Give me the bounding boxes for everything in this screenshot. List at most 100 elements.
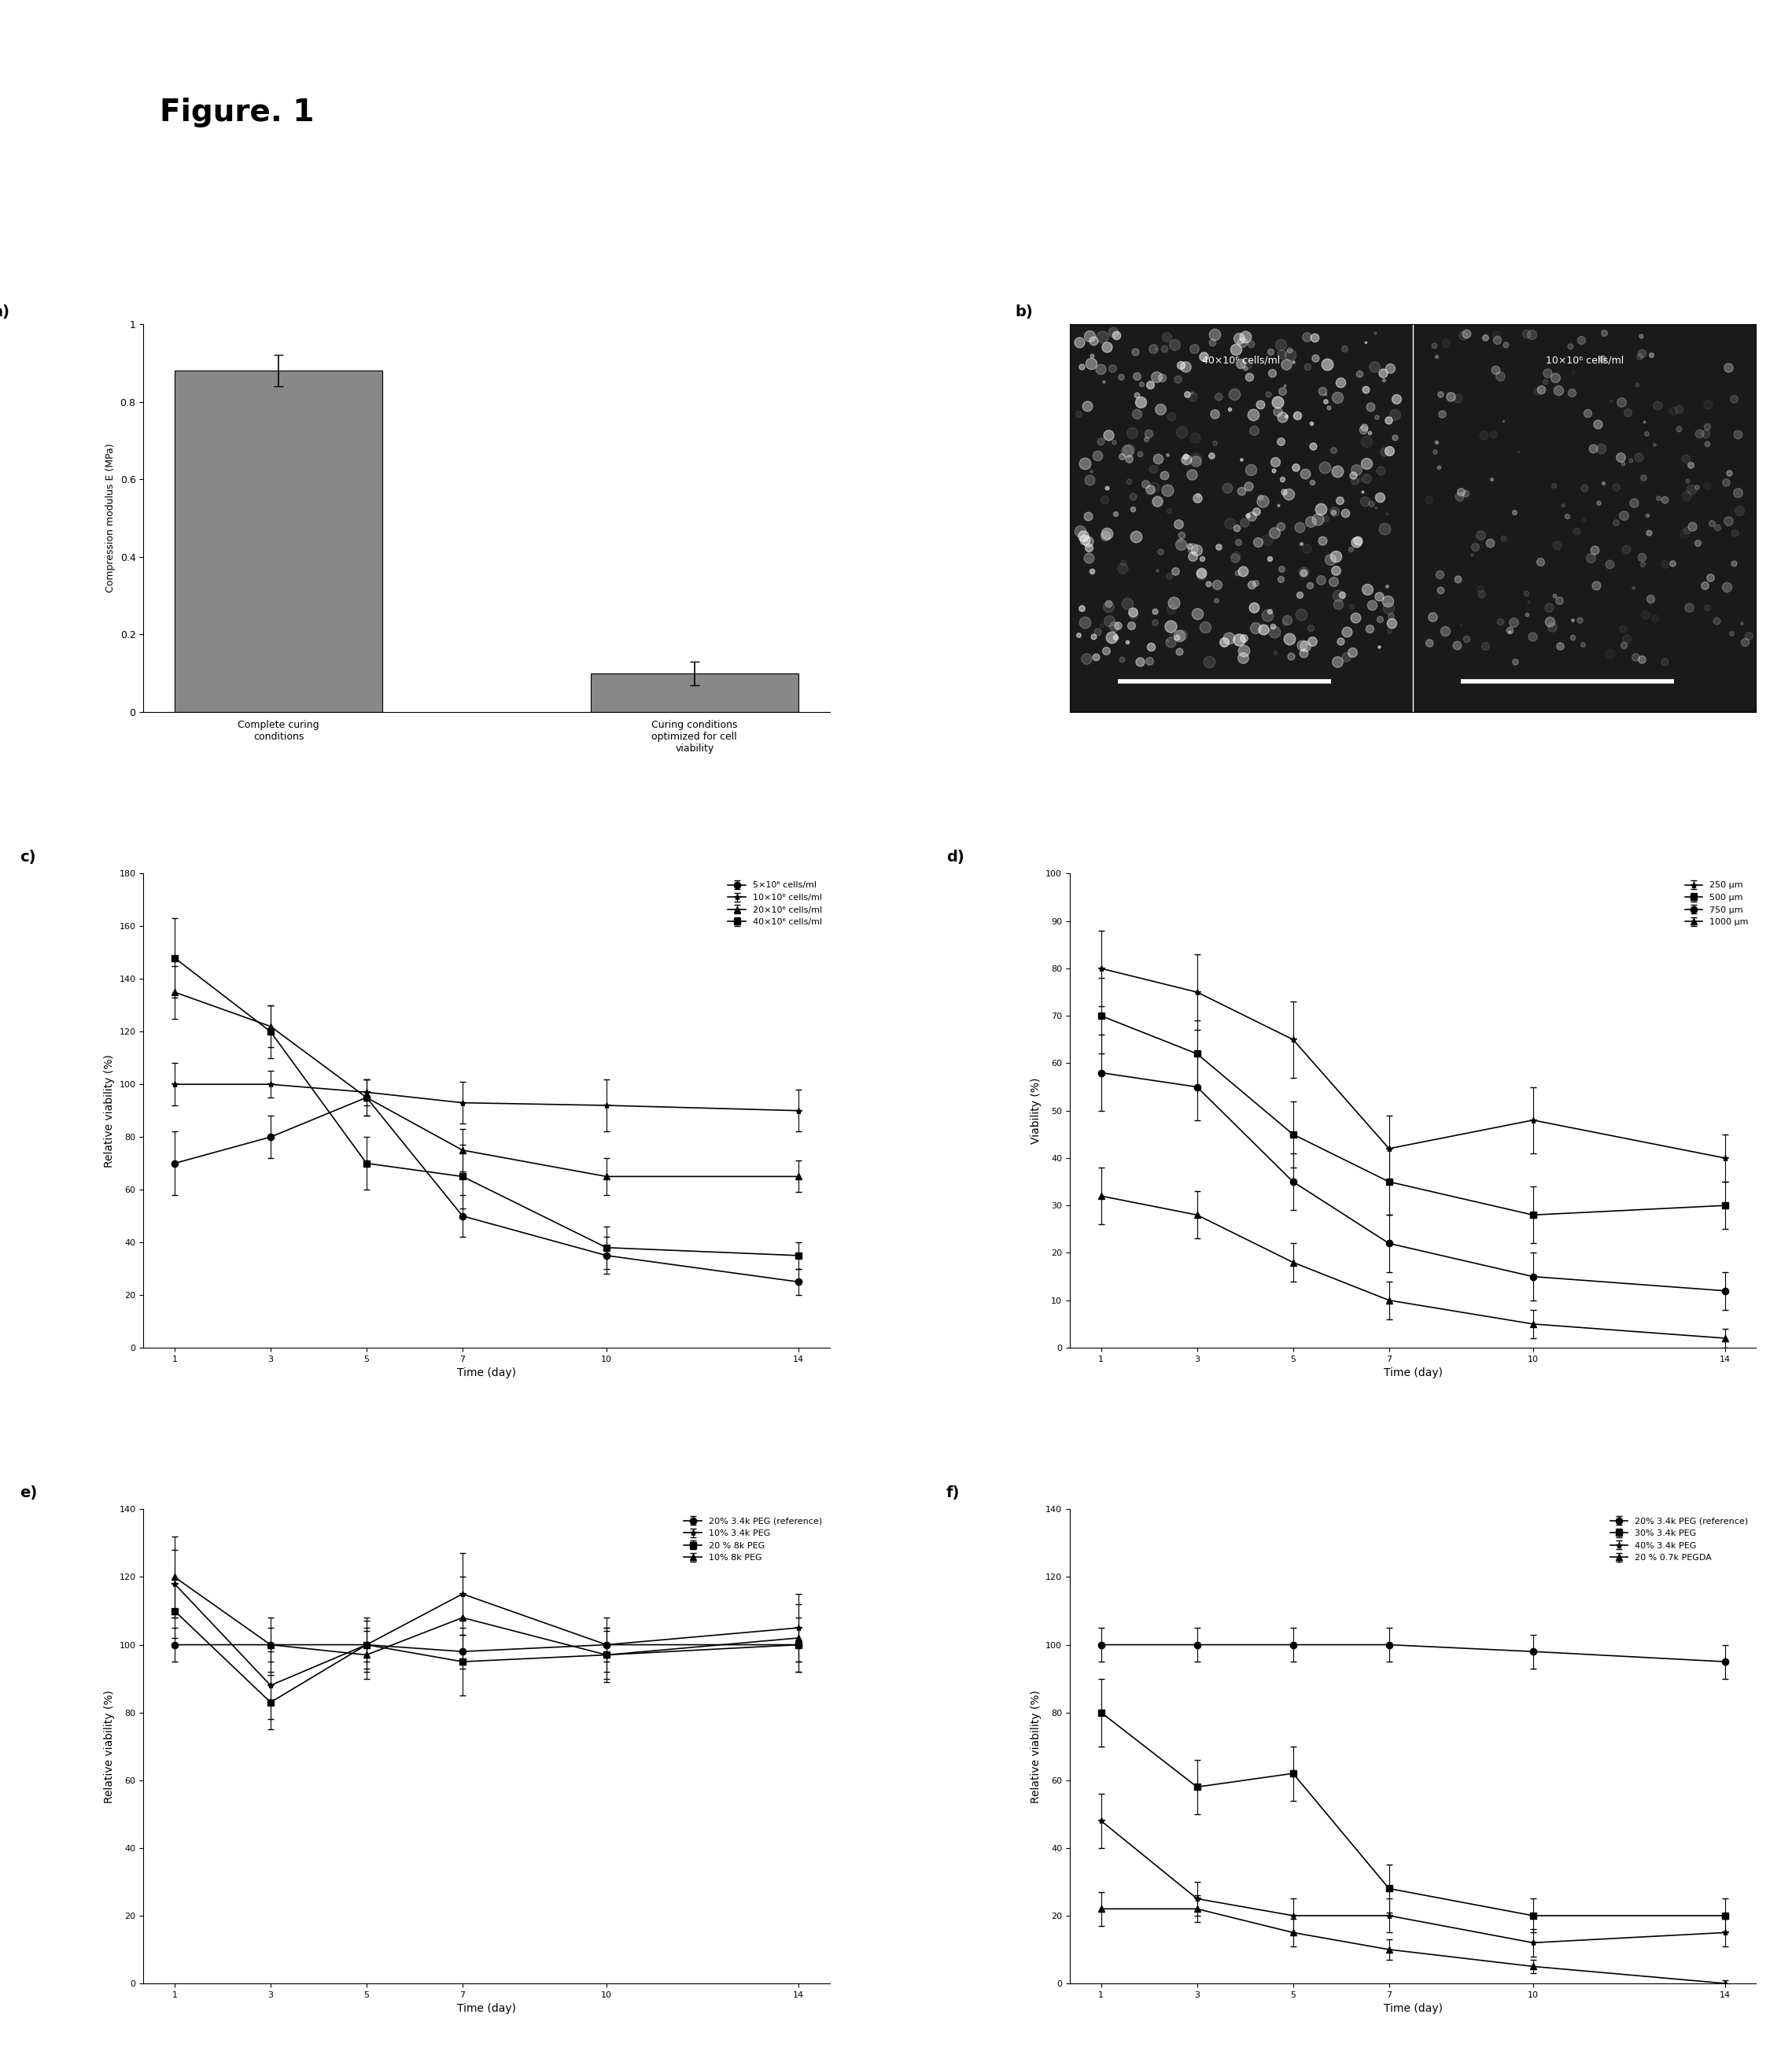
Point [1339, 459, 1367, 492]
Point [1073, 531, 1102, 564]
Point [1374, 591, 1403, 624]
Point [1097, 622, 1125, 655]
Point [1650, 645, 1679, 678]
Point [1351, 374, 1380, 407]
Point [1720, 516, 1749, 550]
Point [1351, 574, 1380, 607]
Point [1713, 351, 1742, 384]
Point [1086, 426, 1115, 459]
Point [1670, 516, 1699, 550]
Point [1109, 545, 1138, 578]
Point [1297, 407, 1326, 440]
Point [1342, 525, 1371, 558]
Point [1115, 442, 1143, 475]
Point [1152, 473, 1181, 506]
Point [1192, 612, 1220, 645]
Point [1321, 539, 1349, 572]
Point [1242, 612, 1271, 645]
Text: e): e) [20, 1485, 38, 1500]
Point [1290, 457, 1319, 490]
Point [1588, 343, 1616, 376]
Point [1715, 457, 1744, 490]
Point [1692, 409, 1720, 442]
Point [1362, 401, 1391, 434]
Point [1070, 446, 1098, 479]
Point [1425, 558, 1453, 591]
Point [1167, 415, 1195, 448]
Point [1220, 541, 1249, 574]
Point [1702, 603, 1731, 636]
Point [1659, 395, 1688, 428]
Point [1158, 399, 1186, 432]
Point [1075, 320, 1104, 353]
Point [1575, 541, 1604, 574]
Point [1695, 562, 1724, 595]
Point [1113, 587, 1142, 620]
Point [1297, 504, 1326, 537]
Point [1093, 419, 1122, 452]
Point [1131, 467, 1159, 500]
Point [1566, 324, 1595, 357]
Point [1143, 486, 1172, 519]
Point [1525, 545, 1554, 578]
Point [1627, 541, 1656, 574]
Point [1156, 618, 1185, 651]
Point [1290, 556, 1319, 589]
Point [1633, 498, 1661, 531]
Point [1107, 440, 1136, 473]
Point [1546, 630, 1575, 663]
Point [1210, 626, 1238, 659]
Point [1167, 527, 1195, 560]
Point [1098, 351, 1127, 384]
Point [1104, 609, 1133, 643]
Point [1478, 463, 1507, 496]
Point [1629, 405, 1658, 438]
Point [1312, 347, 1340, 380]
Point [1285, 578, 1314, 612]
Point [1127, 386, 1156, 419]
Point [1070, 519, 1098, 552]
Point [1376, 351, 1405, 384]
Point [1527, 372, 1555, 405]
Point [1559, 620, 1588, 653]
Point [1231, 347, 1260, 380]
Point [1222, 333, 1251, 366]
Point [1478, 417, 1507, 450]
Point [1364, 581, 1392, 614]
Point [1145, 393, 1174, 426]
Point [1290, 630, 1319, 663]
Text: b): b) [1014, 306, 1032, 320]
Point [1631, 597, 1659, 630]
Point [1120, 599, 1149, 632]
Point [1351, 446, 1380, 479]
Point [1503, 436, 1532, 469]
Point [1238, 399, 1267, 432]
Point [1511, 576, 1539, 609]
Point [1122, 378, 1150, 411]
Point [1692, 469, 1720, 502]
Point [1233, 469, 1262, 502]
Point [1068, 349, 1097, 382]
Point [1229, 554, 1258, 587]
Point [1127, 368, 1156, 401]
Point [1201, 426, 1229, 459]
Point [1324, 578, 1353, 612]
Point [1077, 339, 1106, 372]
Point [1371, 436, 1400, 469]
Point [1426, 574, 1455, 607]
Point [1064, 618, 1093, 651]
Text: c): c) [20, 849, 36, 866]
Point [1143, 442, 1172, 475]
Point [1559, 355, 1588, 388]
Point [1267, 554, 1296, 587]
Point [1539, 578, 1568, 612]
Point [1202, 583, 1231, 616]
Point [1600, 341, 1629, 374]
Point [1079, 620, 1107, 653]
Point [1143, 554, 1172, 587]
Point [1258, 357, 1287, 390]
Point [1183, 477, 1211, 510]
Point [1595, 636, 1624, 669]
Point [1222, 556, 1251, 589]
Point [1262, 446, 1290, 479]
